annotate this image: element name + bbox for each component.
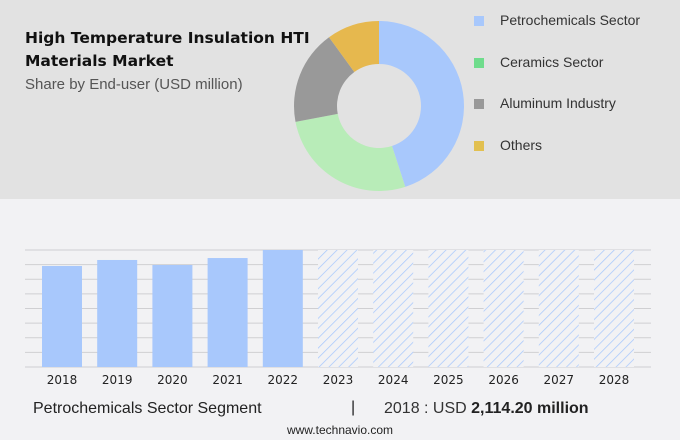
footer-separator: | <box>351 399 356 416</box>
x-tick-label: 2022 <box>268 373 299 387</box>
forecast-bar-2026 <box>483 250 524 367</box>
donut-slice-ceramics-sector <box>295 113 406 191</box>
legend-label: Ceramics Sector <box>500 53 604 70</box>
forecast-bar-2025 <box>428 250 469 367</box>
segment-label: Petrochemicals Sector Segment <box>33 400 262 417</box>
x-tick-label: 2023 <box>323 373 354 387</box>
x-tick-label: 2024 <box>378 373 409 387</box>
title-line-2: Materials Market <box>25 52 174 70</box>
subtitle: Share by End-user (USD million) <box>25 76 243 93</box>
bar-2021 <box>207 258 248 367</box>
value-amount: 2,114.20 million <box>471 400 589 417</box>
donut-slice-petrochemicals-sector <box>379 21 464 187</box>
bar-2018 <box>42 265 82 367</box>
forecast-bar-2024 <box>373 250 414 367</box>
donut-chart <box>294 21 464 191</box>
bar-2022 <box>262 250 303 367</box>
x-tick-label: 2026 <box>488 373 519 387</box>
legend-label: Petrochemicals Sector <box>500 12 641 28</box>
legend-label: Aluminum Industry <box>500 95 616 111</box>
page-title: High Temperature Insulation HTI Material… <box>25 27 325 73</box>
bar-2020 <box>152 265 193 367</box>
forecast-bar-2028 <box>594 250 634 367</box>
forecast-bar-2023 <box>318 250 358 367</box>
legend-swatch-icon <box>474 16 484 26</box>
bar-chart: 2018 2019 2020 2021 2022 2023 2024 2025 2026 2027… <box>25 249 651 387</box>
x-tick-label: 2018 <box>47 373 78 387</box>
legend-label: Others <box>500 136 543 153</box>
x-tick-label: 2019 <box>102 373 133 387</box>
bar-2019 <box>97 259 138 367</box>
legend-swatch-icon <box>474 140 484 151</box>
x-tick-label: 2020 <box>157 373 188 387</box>
legend-swatch-icon <box>474 99 484 109</box>
donut-slice-others <box>329 21 379 73</box>
x-tick-label: 2028 <box>599 373 630 387</box>
title-line-1: High Temperature Insulation HTI <box>25 29 310 47</box>
donut-slice-aluminum-industry <box>294 37 355 122</box>
site-link[interactable]: www.technavio.com <box>286 423 394 437</box>
legend-swatch-icon <box>474 57 484 68</box>
segment-value: 2018 : USD 2,114.20 million <box>384 400 589 418</box>
value-prefix: 2018 : USD <box>384 400 472 417</box>
x-tick-label: 2021 <box>212 373 243 387</box>
forecast-bar-2027 <box>538 250 579 367</box>
x-tick-label: 2027 <box>544 373 575 387</box>
x-tick-label: 2025 <box>433 373 464 387</box>
